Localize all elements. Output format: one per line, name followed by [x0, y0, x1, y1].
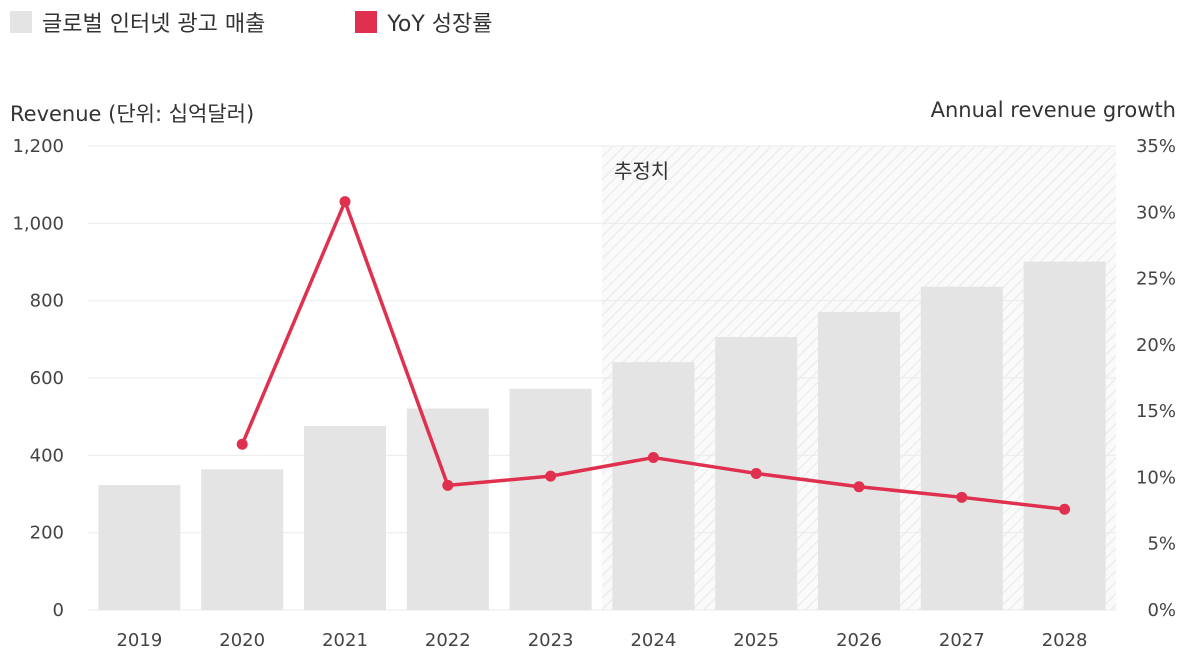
x-tick-label: 2028: [1042, 630, 1088, 651]
y-tick-label-right: 20%: [1136, 335, 1176, 356]
forecast-label: 추정치: [614, 159, 669, 183]
legend-item-growth: YoY 성장률: [355, 6, 493, 38]
x-tick-label: 2023: [528, 630, 574, 651]
y-axis-title-left: Revenue (단위: 십억달러): [10, 102, 255, 126]
x-tick-label: 2025: [733, 630, 779, 651]
legend: 글로벌 인터넷 광고 매출 YoY 성장률: [10, 6, 493, 38]
growth-point-2020: [236, 438, 248, 450]
bar-2023: [509, 388, 592, 610]
y-tick-label-right: 30%: [1136, 202, 1176, 223]
x-tick-label: 2021: [322, 630, 368, 651]
growth-point-2026: [853, 481, 865, 493]
y-tick-label-left: 1,000: [12, 213, 64, 234]
y-tick-label-right: 10%: [1136, 467, 1176, 488]
growth-point-2021: [339, 196, 351, 208]
legend-swatch-growth: [355, 11, 378, 33]
y-tick-label-right: 25%: [1136, 269, 1176, 290]
legend-label-growth: YoY 성장률: [387, 12, 493, 37]
legend-label-revenue: 글로벌 인터넷 광고 매출: [42, 12, 266, 37]
growth-point-2028: [1059, 503, 1071, 515]
bar-2026: [818, 311, 900, 610]
x-tick-label: 2024: [630, 630, 676, 651]
y-tick-label-left: 1,200: [12, 136, 64, 157]
y-tick-label-left: 200: [30, 523, 64, 544]
x-tick-label: 2026: [836, 630, 882, 651]
bar-2020: [201, 469, 284, 610]
bar-2028: [1023, 261, 1106, 610]
legend-item-revenue: 글로벌 인터넷 광고 매출: [10, 6, 265, 38]
bar-2022: [406, 408, 489, 610]
bar-2024: [612, 362, 695, 610]
y-axis-title-right: Annual revenue growth: [930, 98, 1176, 122]
x-tick-label: 2019: [116, 630, 162, 651]
legend-swatch-revenue: [10, 11, 32, 33]
y-tick-label-right: 15%: [1136, 401, 1176, 422]
growth-point-2027: [956, 491, 968, 503]
bar-2019: [98, 485, 181, 610]
bar-2027: [920, 286, 1003, 610]
y-tick-label-right: 0%: [1147, 600, 1176, 621]
x-tick-label: 2027: [939, 630, 985, 651]
y-tick-label-right: 5%: [1147, 534, 1176, 555]
y-tick-label-left: 800: [30, 291, 64, 312]
y-tick-label-left: 0: [53, 600, 64, 621]
growth-point-2023: [545, 470, 557, 482]
x-tick-label: 2020: [219, 630, 265, 651]
y-tick-label-right: 35%: [1136, 136, 1176, 157]
growth-point-2022: [442, 479, 454, 491]
x-tick-label: 2022: [425, 630, 471, 651]
y-tick-label-left: 600: [30, 368, 64, 389]
y-tick-label-left: 400: [30, 445, 64, 466]
growth-point-2025: [750, 467, 762, 479]
growth-point-2024: [647, 452, 659, 464]
bar-2021: [304, 425, 386, 610]
